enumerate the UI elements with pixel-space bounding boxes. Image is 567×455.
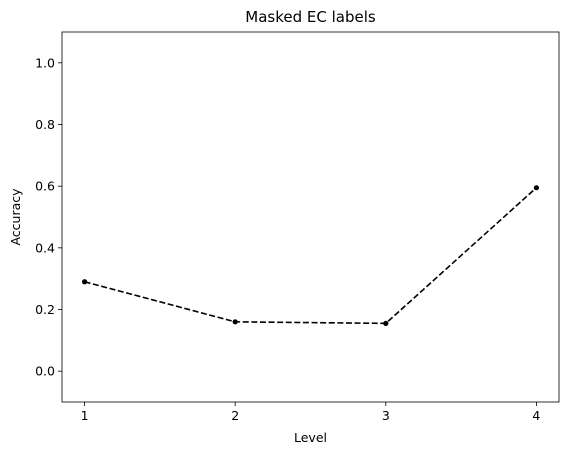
y-axis-ticks: 0.0 0.2 0.4 0.6 0.8 1.0 — [35, 55, 62, 379]
data-point — [232, 319, 238, 325]
y-tick-label: 0.6 — [35, 179, 55, 194]
y-tick-label: 0.4 — [35, 240, 55, 255]
x-tick-label: 2 — [231, 408, 239, 423]
x-axis-ticks: 1 2 3 4 — [81, 402, 540, 423]
series-layer — [81, 185, 540, 326]
data-point — [81, 279, 88, 285]
x-tick-label: 4 — [532, 408, 540, 423]
data-point — [383, 320, 389, 326]
x-axis-label: Level — [294, 430, 327, 445]
y-tick-label: 0.2 — [35, 302, 55, 317]
chart-title: Masked EC labels — [245, 8, 376, 26]
y-axis-label: Accuracy — [8, 188, 23, 246]
x-tick-label: 1 — [81, 408, 89, 423]
data-point — [533, 185, 540, 191]
y-tick-label: 0.0 — [35, 364, 55, 379]
series-line — [84, 187, 537, 325]
x-tick-label: 3 — [382, 408, 390, 423]
plot-area — [61, 31, 560, 403]
y-tick-label: 1.0 — [35, 55, 55, 70]
y-tick-label: 0.8 — [35, 117, 55, 132]
